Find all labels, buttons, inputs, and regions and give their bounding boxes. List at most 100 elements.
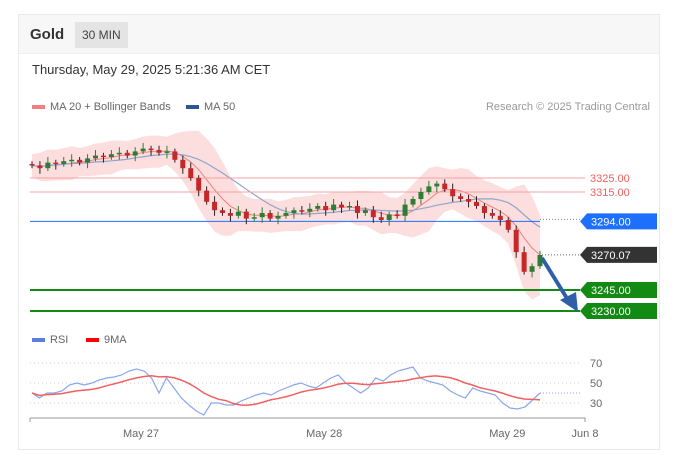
candle <box>188 168 194 178</box>
forecast-arrow <box>540 256 570 302</box>
candle <box>172 151 178 160</box>
candle <box>148 148 154 151</box>
ma50-label: MA 50 <box>204 101 236 113</box>
candle <box>235 211 241 216</box>
candle <box>323 206 329 211</box>
candle <box>291 210 297 213</box>
ma20-swatch <box>32 105 45 109</box>
candle <box>37 165 43 169</box>
rsi-swatch <box>32 338 45 342</box>
candle <box>220 210 225 213</box>
candle <box>108 154 114 157</box>
candle <box>69 159 75 162</box>
candle <box>61 161 67 164</box>
candle <box>418 192 424 199</box>
pivot-badge-label: 3294.00 <box>591 216 631 228</box>
rsi-tick-label: 70 <box>590 358 602 370</box>
candle <box>466 199 472 202</box>
candle <box>450 189 456 197</box>
candle <box>259 213 265 218</box>
resistance-label: 3315.00 <box>590 187 630 199</box>
candle <box>283 213 289 216</box>
timeframe-badge[interactable]: 30 MIN <box>75 22 128 48</box>
ma20-label: MA 20 + Bollinger Bands <box>50 101 171 113</box>
candle <box>402 204 408 216</box>
candle <box>124 152 130 156</box>
candle <box>243 211 249 219</box>
x-tick-label: May 28 <box>306 428 342 440</box>
candle <box>386 214 392 220</box>
candle <box>251 217 257 219</box>
candle <box>474 201 479 206</box>
x-tick-label: May 29 <box>489 428 525 440</box>
legend-9ma: 9MA <box>86 334 127 346</box>
legend-rsi: RSI <box>32 334 68 346</box>
chart-header: Gold 30 MIN <box>19 15 659 54</box>
x-tick-label: Jun 8 <box>572 428 599 440</box>
candle <box>196 178 202 191</box>
candle <box>434 183 440 187</box>
ma50-swatch <box>186 105 199 109</box>
candle <box>45 162 51 169</box>
candle <box>481 206 487 213</box>
candle <box>53 162 59 165</box>
x-axis <box>29 417 586 422</box>
candle <box>307 208 313 212</box>
rsi-label: RSI <box>50 334 69 346</box>
candle <box>370 210 376 218</box>
rsi-line <box>31 366 541 416</box>
candle <box>497 215 503 220</box>
copyright: Research © 2025 Trading Central <box>485 101 650 113</box>
candle <box>132 151 138 156</box>
candle <box>537 255 543 267</box>
candle <box>93 155 98 159</box>
candle <box>180 159 186 169</box>
candle <box>410 199 416 205</box>
candle <box>458 196 464 199</box>
candle <box>347 206 352 208</box>
rsi-tick-label: 50 <box>590 378 602 390</box>
candle <box>331 204 337 211</box>
9ma-swatch <box>86 338 99 342</box>
candle <box>100 155 106 158</box>
support-badge-label: 3230.00 <box>591 306 631 318</box>
candle <box>513 229 519 253</box>
rsi-9ma-line <box>31 375 541 406</box>
x-tick-label: May 27 <box>123 428 159 440</box>
candle <box>85 158 91 163</box>
support-badge <box>580 303 657 319</box>
pivot-badge <box>580 213 657 230</box>
candle <box>204 190 210 202</box>
candle <box>489 213 495 216</box>
candle <box>378 217 384 220</box>
candle <box>140 148 146 152</box>
legend-ma20: MA 20 + Bollinger Bands <box>32 101 171 113</box>
candle <box>529 266 535 272</box>
timestamp: Thursday, May 29, 2025 5:21:36 AM CET <box>32 62 271 77</box>
candle <box>505 220 511 230</box>
candle <box>354 206 360 213</box>
forecast-arrowhead <box>560 292 578 312</box>
candle <box>394 214 400 216</box>
candle <box>29 164 35 166</box>
candle <box>156 150 162 153</box>
instrument-title: Gold <box>30 26 65 43</box>
candle <box>442 183 448 190</box>
rsi-tick-label: 30 <box>590 398 602 410</box>
candle <box>77 159 83 163</box>
support-badge-label: 3245.00 <box>591 285 631 297</box>
candle <box>362 210 368 213</box>
candle <box>212 201 218 211</box>
candle <box>339 204 345 208</box>
last-badge-label: 3270.07 <box>591 250 631 262</box>
candle <box>116 152 122 155</box>
candle <box>164 151 170 153</box>
9ma-label: 9MA <box>104 334 127 346</box>
legend-ma50: MA 50 <box>186 101 235 113</box>
chart-card: Gold 30 MIN Thursday, May 29, 2025 5:21:… <box>18 14 660 450</box>
candle <box>227 213 233 216</box>
candle <box>426 186 432 192</box>
candle <box>315 206 321 209</box>
support-badge <box>580 282 657 298</box>
